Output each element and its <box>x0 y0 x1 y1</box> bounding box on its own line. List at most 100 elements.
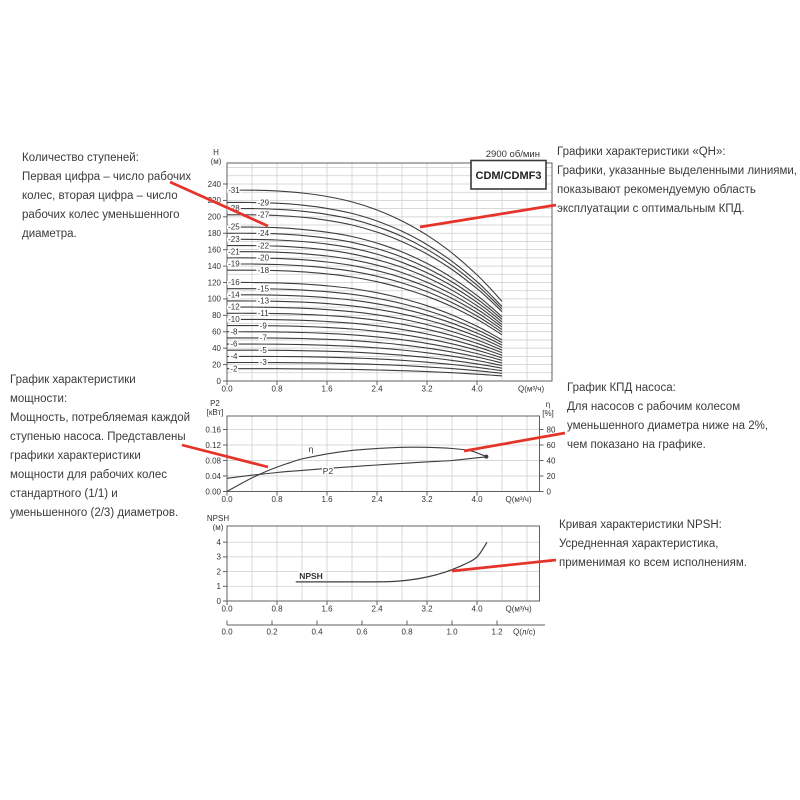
svg-text:1.0: 1.0 <box>446 628 458 637</box>
svg-text:4.0: 4.0 <box>471 495 483 504</box>
svg-text:-27: -27 <box>257 211 269 220</box>
svg-text:60: 60 <box>547 441 556 450</box>
svg-text:160: 160 <box>208 245 222 254</box>
svg-text:4: 4 <box>217 538 222 547</box>
svg-text:-21: -21 <box>228 247 240 256</box>
svg-text:H: H <box>213 148 219 157</box>
svg-text:[кВт]: [кВт] <box>207 408 224 417</box>
svg-text:2.4: 2.4 <box>371 495 383 504</box>
svg-text:0.6: 0.6 <box>356 628 368 637</box>
svg-text:-7: -7 <box>260 334 268 343</box>
svg-text:0.0: 0.0 <box>221 495 233 504</box>
svg-text:20: 20 <box>547 472 556 481</box>
svg-text:0.8: 0.8 <box>401 628 413 637</box>
svg-text:NPSH: NPSH <box>207 514 229 523</box>
svg-text:240: 240 <box>208 180 222 189</box>
svg-text:3.2: 3.2 <box>421 385 433 394</box>
svg-text:-20: -20 <box>257 254 269 263</box>
qh-grid <box>227 163 552 381</box>
svg-text:-31: -31 <box>228 186 240 195</box>
annotation-stage-count: Количество ступеней: Первая цифра – числ… <box>22 152 192 240</box>
svg-text:80: 80 <box>212 311 221 320</box>
svg-text:-29: -29 <box>257 198 269 207</box>
svg-text:0.8: 0.8 <box>271 385 283 394</box>
svg-text:Q(м³/ч): Q(м³/ч) <box>506 605 532 614</box>
svg-text:CDM/CDMF3: CDM/CDMF3 <box>476 170 542 182</box>
svg-text:1.6: 1.6 <box>321 385 333 394</box>
svg-text:-22: -22 <box>257 241 269 250</box>
svg-text:180: 180 <box>208 229 222 238</box>
svg-text:80: 80 <box>547 425 556 434</box>
svg-text:200: 200 <box>208 213 222 222</box>
svg-text:140: 140 <box>208 262 222 271</box>
svg-text:2.4: 2.4 <box>371 385 383 394</box>
annotation-npsh-curve: Кривая характеристики NPSH: Усредненная … <box>559 519 747 569</box>
svg-text:-11: -11 <box>258 309 270 318</box>
svg-text:-12: -12 <box>228 303 240 312</box>
annotation-power-curve: График характеристики мощности: Мощность… <box>10 374 191 519</box>
svg-text:0.8: 0.8 <box>271 495 283 504</box>
svg-text:-3: -3 <box>260 358 268 367</box>
svg-text:-5: -5 <box>260 346 268 355</box>
svg-text:-6: -6 <box>230 340 238 349</box>
svg-text:-14: -14 <box>228 290 240 299</box>
svg-text:0.08: 0.08 <box>205 456 221 465</box>
svg-text:-9: -9 <box>260 321 268 330</box>
svg-text:-16: -16 <box>228 278 240 287</box>
svg-text:3.2: 3.2 <box>421 495 433 504</box>
qh-stage-labels: -2 -3 -4 -5 -6 -7 -8 -9 -10 -11 -12 -13 -14 -15 -16 -18… <box>227 184 271 375</box>
svg-text:-4: -4 <box>230 352 238 361</box>
svg-text:0.0: 0.0 <box>221 385 233 394</box>
svg-text:-19: -19 <box>228 260 240 269</box>
svg-text:NPSH: NPSH <box>299 571 323 581</box>
annotation-qh-curves: Графики характеристики «QH»: Графики, ук… <box>557 146 797 215</box>
svg-text:4.0: 4.0 <box>471 385 483 394</box>
svg-text:-10: -10 <box>228 315 240 324</box>
svg-text:100: 100 <box>208 295 222 304</box>
svg-text:-18: -18 <box>257 266 269 275</box>
svg-text:1.6: 1.6 <box>321 495 333 504</box>
svg-text:0.2: 0.2 <box>266 628 278 637</box>
pe-grid <box>227 416 540 492</box>
svg-text:η: η <box>309 444 314 454</box>
svg-text:20: 20 <box>212 360 221 369</box>
svg-text:[%]: [%] <box>542 409 554 418</box>
npsh-grid <box>227 526 540 601</box>
svg-text:3: 3 <box>217 553 222 562</box>
svg-text:0.00: 0.00 <box>205 487 221 496</box>
svg-text:P2: P2 <box>210 399 220 408</box>
svg-text:0: 0 <box>217 597 222 606</box>
svg-text:60: 60 <box>212 328 221 337</box>
annotation-efficiency-curve: График КПД насоса: Для насосов с рабочим… <box>567 382 769 451</box>
svg-text:0.8: 0.8 <box>271 605 283 614</box>
svg-text:P2: P2 <box>323 466 334 476</box>
annotation-leader-lines <box>169 180 566 573</box>
svg-text:2900 об/мин: 2900 об/мин <box>486 149 540 160</box>
svg-text:0.4: 0.4 <box>311 628 323 637</box>
svg-text:0: 0 <box>217 377 222 386</box>
svg-text:-25: -25 <box>228 223 240 232</box>
svg-text:0: 0 <box>547 487 552 496</box>
svg-text:0.04: 0.04 <box>205 472 221 481</box>
qh-chart: 020406080100120140160180200220240H(м)0.0… <box>208 148 553 394</box>
svg-text:-15: -15 <box>257 284 269 293</box>
power-efficiency-chart: 0.000.040.080.120.16020406080P2[кВт]η[%]… <box>205 399 556 504</box>
svg-text:Q(м³/ч): Q(м³/ч) <box>518 385 544 394</box>
svg-text:1: 1 <box>217 582 222 591</box>
svg-text:-23: -23 <box>228 235 240 244</box>
svg-text:40: 40 <box>547 456 556 465</box>
svg-text:4.0: 4.0 <box>471 605 483 614</box>
svg-text:2.4: 2.4 <box>371 605 383 614</box>
svg-text:2: 2 <box>217 567 222 576</box>
svg-text:3.2: 3.2 <box>421 605 433 614</box>
svg-text:0.0: 0.0 <box>221 628 233 637</box>
svg-text:0.0: 0.0 <box>221 605 233 614</box>
svg-text:(м): (м) <box>211 157 222 166</box>
liters-per-second-axis: 0.0 0.2 0.4 0.6 0.8 1.0 1.2 Q(л/с) <box>221 620 545 637</box>
svg-text:0.12: 0.12 <box>205 441 221 450</box>
svg-text:η: η <box>546 400 550 409</box>
svg-text:(м): (м) <box>213 523 224 532</box>
